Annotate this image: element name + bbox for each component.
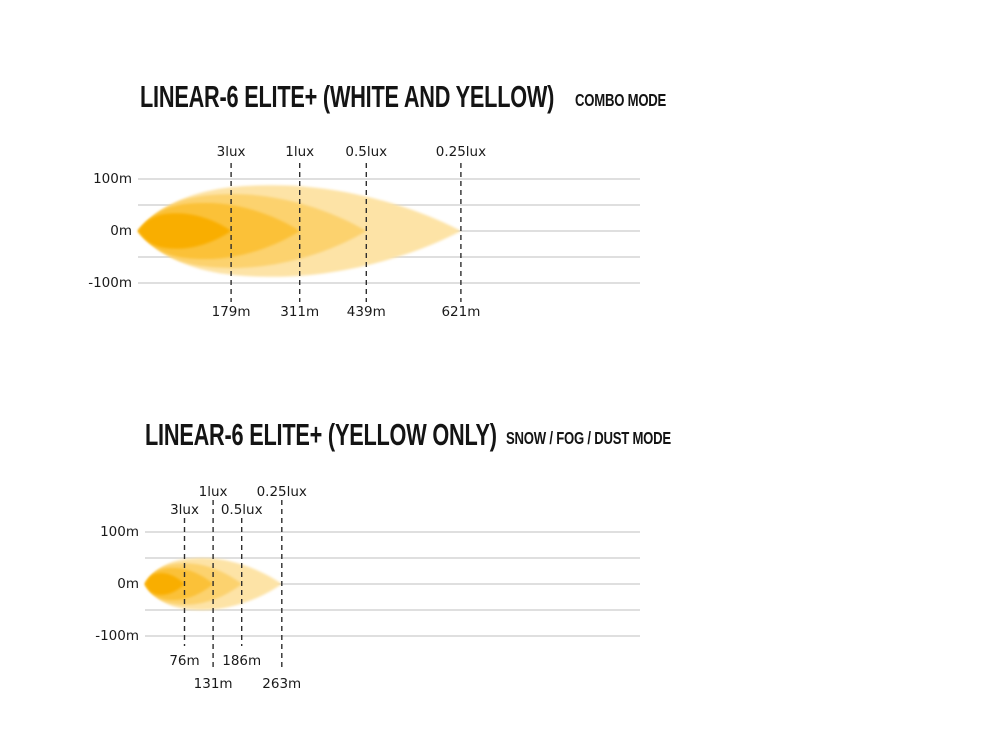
distance-label-311m: 311m: [280, 304, 320, 320]
distance-label-263m: 263m: [262, 676, 302, 692]
lux-label-1lux: 1lux: [198, 484, 228, 500]
lux-label-1lux: 1lux: [285, 144, 315, 160]
chart1-title: LINEAR-6 ELITE+ (WHITE AND YELLOW): [140, 79, 555, 114]
y-tick-label--100m: -100m: [88, 275, 132, 291]
chart2-title: LINEAR-6 ELITE+ (YELLOW ONLY): [145, 417, 497, 452]
y-tick-label-100m: 100m: [100, 524, 139, 540]
y-tick-label-0m: 0m: [117, 576, 139, 592]
chart1-plot: [138, 163, 640, 302]
beam-region-3lux: [138, 213, 232, 249]
y-tick-label-0m: 0m: [110, 223, 132, 239]
lux-label-0.25lux: 0.25lux: [435, 144, 487, 160]
beam-region-3lux: [145, 573, 185, 595]
y-tick-label-100m: 100m: [93, 171, 132, 187]
lux-label-0.25lux: 0.25lux: [256, 484, 307, 500]
distance-label-186m: 186m: [222, 653, 262, 669]
distance-label-621m: 621m: [441, 304, 481, 320]
distance-label-439m: 439m: [346, 304, 386, 320]
chart1-mode-subtitle: COMBO MODE: [575, 90, 667, 110]
lux-label-0.5lux: 0.5lux: [220, 502, 263, 518]
chart2-mode-subtitle: SNOW / FOG / DUST MODE: [506, 428, 671, 448]
chart2-plot: [145, 500, 640, 670]
lux-label-0.5lux: 0.5lux: [345, 144, 388, 160]
distance-label-76m: 76m: [169, 653, 200, 669]
lux-label-3lux: 3lux: [216, 144, 246, 160]
distance-label-179m: 179m: [211, 304, 251, 320]
lux-label-3lux: 3lux: [170, 502, 199, 518]
y-tick-label--100m: -100m: [95, 628, 139, 644]
distance-label-131m: 131m: [193, 676, 233, 692]
